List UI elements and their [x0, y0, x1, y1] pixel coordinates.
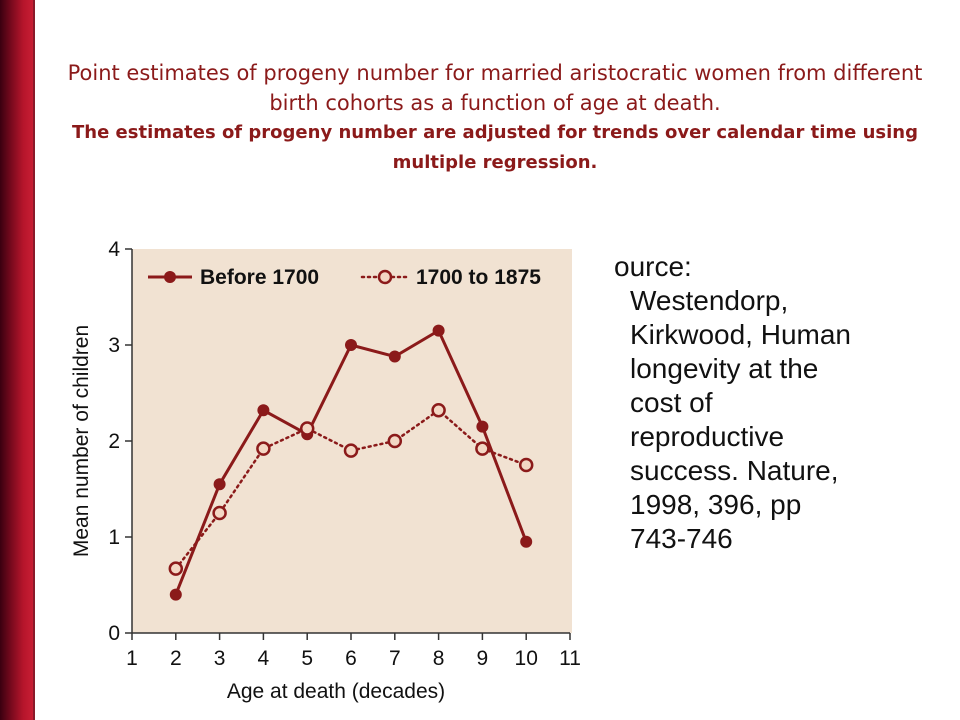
x-tick-label: 6: [345, 647, 357, 670]
y-axis-title: Mean number of children: [70, 325, 93, 557]
x-tick-label: 2: [170, 647, 182, 670]
x-tick-label: 3: [214, 647, 226, 670]
source-line: Westendorp,: [630, 285, 789, 316]
x-tick-label: 5: [301, 647, 313, 670]
source-citation: ource: Westendorp, Kirkwood, Human longevit…: [614, 250, 904, 556]
data-point: [475, 441, 490, 456]
left-accent-rule: [33, 0, 35, 720]
data-point: [476, 420, 489, 433]
left-accent-bar: [0, 0, 33, 720]
legend-marker-1: [164, 271, 176, 283]
y-tick-label: 4: [108, 238, 120, 261]
x-tick-label: 8: [433, 647, 445, 670]
data-point: [212, 505, 227, 521]
data-point: [213, 478, 226, 491]
legend-label-1: Before 1700: [200, 266, 319, 289]
source-line: success. Nature,: [630, 455, 839, 486]
data-point: [520, 535, 533, 548]
data-point: [256, 441, 271, 456]
x-tick-label: 1: [126, 647, 138, 670]
data-point: [388, 350, 401, 363]
data-point: [518, 457, 534, 473]
y-tick-label: 2: [108, 430, 120, 453]
data-point: [168, 561, 184, 576]
y-tick-label: 0: [108, 622, 120, 645]
legend-marker-2: [377, 269, 393, 285]
source-line: reproductive: [630, 421, 785, 452]
data-point: [169, 588, 182, 601]
source-line: 743-746: [630, 523, 733, 554]
x-tick-label: 9: [477, 647, 489, 670]
x-tick-label: 10: [515, 647, 538, 670]
chart-series: [168, 324, 534, 601]
source-line: cost of: [630, 387, 713, 418]
title-block: Point estimates of progeny number for ma…: [45, 58, 945, 178]
legend-label-2: 1700 to 1875: [416, 266, 541, 289]
source-line: 1998, 396, pp: [630, 489, 802, 520]
y-tick-label: 3: [108, 334, 120, 357]
source-line: ource:: [614, 251, 692, 282]
plot-background: [132, 249, 572, 633]
data-point: [343, 443, 359, 458]
data-point: [431, 403, 446, 418]
x-tick-label: 7: [389, 647, 401, 670]
source-line: longevity at the: [630, 353, 819, 384]
data-point: [345, 339, 357, 351]
y-tick-label: 1: [108, 526, 120, 549]
x-axis-title: Age at death (decades): [227, 680, 445, 703]
chart-legend: Before 1700 1700 to 1875: [148, 266, 541, 289]
x-tick-label: 11: [559, 647, 581, 670]
x-tick-label: 4: [258, 647, 270, 670]
data-point: [257, 404, 270, 417]
data-point: [387, 433, 403, 449]
page-title: Point estimates of progeny number for ma…: [67, 61, 923, 115]
data-point: [432, 324, 445, 337]
page-subtitle: The estimates of progeny number are adju…: [71, 122, 919, 173]
source-line: Kirkwood, Human: [630, 319, 851, 350]
data-point: [299, 421, 315, 436]
